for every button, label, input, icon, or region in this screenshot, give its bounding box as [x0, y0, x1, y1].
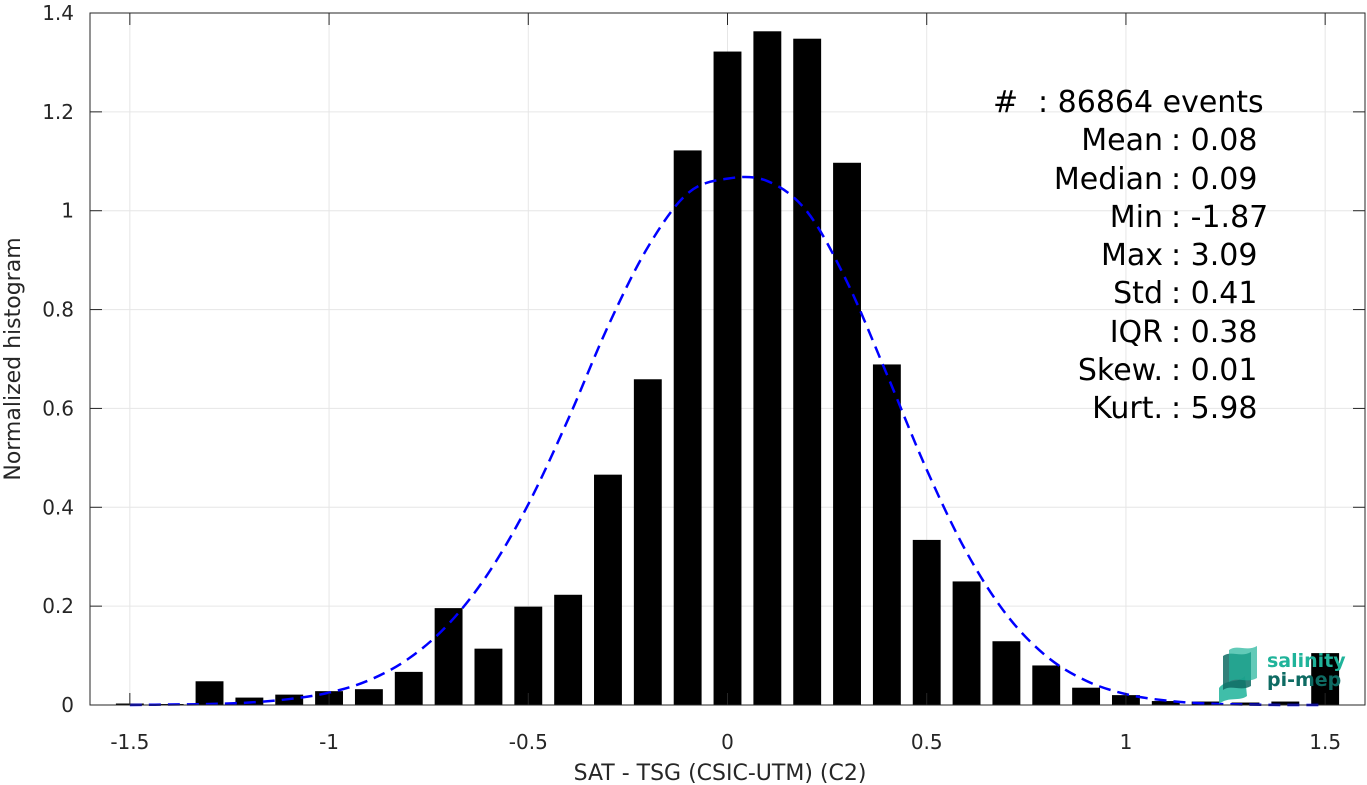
stat-value: : 86864 events [1038, 85, 1264, 120]
gaussian-fit-curve [129, 175, 1326, 707]
histogram-bar [1231, 702, 1260, 705]
stat-value: : 3.09 [1171, 238, 1257, 273]
salinity-pi-mep-logo: salinity pi-mep [1219, 646, 1346, 704]
x-axis-label: SAT - TSG (CSIC-UTM) (C2) [574, 761, 867, 785]
y-tick-label: 1.4 [42, 1, 74, 25]
x-tick-label: 0 [721, 730, 734, 754]
histogram-bar [992, 641, 1021, 705]
histogram-bar [833, 162, 861, 706]
histogram-bar [514, 606, 543, 705]
stat-label: Max [1101, 238, 1163, 273]
x-tick-label: 0.5 [911, 730, 943, 754]
stat-value: : 0.08 [1171, 123, 1257, 158]
histogram-bar [1072, 687, 1101, 705]
x-tick-label: -1 [319, 730, 339, 754]
x-tick-label: -0.5 [509, 730, 548, 754]
logo-line1: salinity [1267, 650, 1346, 672]
histogram-bar [713, 51, 742, 706]
stat-value: : -1.87 [1171, 200, 1268, 235]
stat-label: Mean [1081, 123, 1163, 158]
stat-label: Std [1113, 276, 1163, 311]
histogram-bars [115, 31, 1340, 706]
x-tick-labels: -1.5 -1 -0.5 0 0.5 1 1.5 [110, 730, 1341, 754]
histogram-bar [633, 379, 662, 705]
histogram-bar [1151, 701, 1180, 705]
histogram-bar [434, 608, 463, 705]
histogram-bar [1271, 701, 1300, 705]
histogram-bar [474, 648, 503, 705]
y-tick-label: 0.2 [42, 594, 74, 618]
histogram-bar [354, 689, 383, 705]
histogram-bar [1191, 701, 1220, 705]
stat-value: : 0.01 [1171, 353, 1257, 388]
histogram-bar [554, 594, 583, 705]
x-tick-label: 1.5 [1309, 730, 1341, 754]
histogram-bar [793, 38, 822, 705]
y-tick-label: 1.2 [42, 100, 74, 124]
x-tick-label: 1 [1120, 730, 1133, 754]
stat-label: Kurt. [1092, 391, 1163, 426]
logo-emblem-layer-2 [1229, 646, 1257, 682]
plot-frame [89, 12, 1366, 706]
stat-label: # [993, 85, 1018, 120]
stat-label: Min [1110, 200, 1163, 235]
y-tick-label: 0 [61, 693, 74, 717]
stat-value: : 0.38 [1171, 315, 1257, 350]
histogram-bar [952, 581, 981, 705]
stat-label: Skew. [1078, 353, 1163, 388]
histogram-bar [594, 474, 622, 705]
stat-label: Median [1054, 162, 1163, 197]
histogram-bar [912, 539, 941, 705]
histogram-bar [1032, 665, 1061, 705]
histogram-bar [394, 671, 423, 705]
stat-label: IQR [1110, 315, 1163, 350]
histogram-bar [673, 150, 702, 705]
y-axis-label: Normalized histogram [1, 237, 26, 480]
histogram-bar [195, 681, 224, 705]
stat-value: : 0.09 [1171, 162, 1257, 197]
y-tick-label: 0.6 [42, 396, 74, 420]
x-tick-label: -1.5 [110, 730, 149, 754]
histogram-bar [872, 364, 901, 705]
y-tick-label: 1 [61, 199, 74, 223]
y-tick-labels: 0 0.2 0.4 0.6 0.8 1 1.2 1.4 [42, 1, 74, 717]
histogram-bar [753, 31, 782, 705]
logo-line2: pi-mep [1267, 669, 1341, 691]
y-tick-label: 0.8 [42, 298, 74, 322]
stat-value: : 5.98 [1171, 391, 1257, 426]
y-tick-label: 0.4 [42, 495, 74, 519]
stat-value: : 0.41 [1171, 276, 1257, 311]
